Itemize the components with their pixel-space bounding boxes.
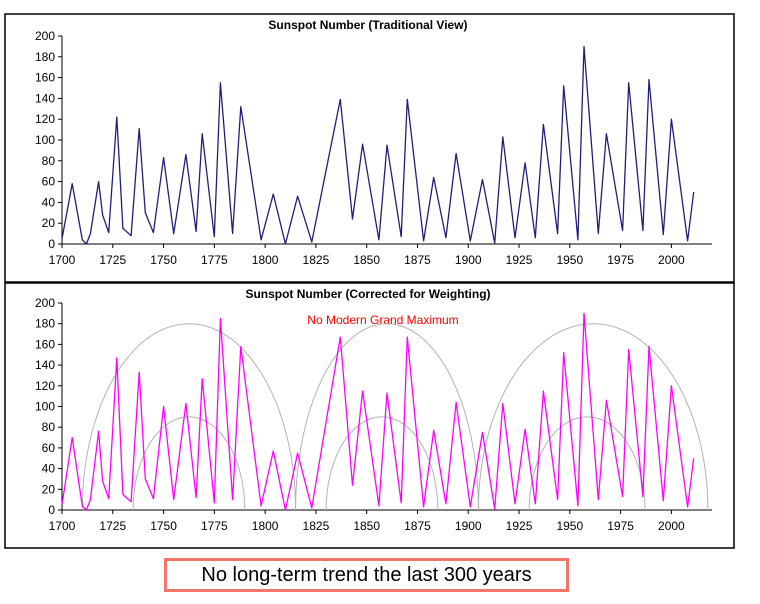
- y-tick-label: 40: [42, 462, 56, 476]
- y-tick-label: 120: [35, 112, 55, 126]
- y-tick-label: 140: [35, 358, 55, 372]
- x-tick-label: 1950: [556, 519, 583, 533]
- annotation-no-modern-grand-maximum: No Modern Grand Maximum: [307, 313, 458, 327]
- x-tick-label: 1900: [455, 253, 482, 267]
- cycle-envelope: [477, 323, 709, 511]
- x-tick-label: 1800: [252, 519, 279, 533]
- x-tick-label: 1700: [49, 519, 76, 533]
- x-tick-label: 1900: [455, 519, 482, 533]
- x-tick-label: 2000: [658, 253, 685, 267]
- axes: [58, 35, 712, 248]
- x-tick-label: 1975: [607, 519, 634, 533]
- panel-frame-top: [4, 13, 735, 283]
- x-tick-label: 1850: [353, 253, 380, 267]
- y-tick-label: 20: [42, 482, 56, 496]
- y-tick-label: 20: [42, 216, 56, 230]
- tick-labels: 0 20 40 60 80 100 120 140 160 180 200 1700 1725 1750 1…: [35, 29, 685, 267]
- chart-title: Sunspot Number (Traditional View): [268, 18, 467, 32]
- cycle-envelope: [132, 416, 246, 511]
- cycle-envelope: [325, 416, 439, 511]
- y-tick-label: 40: [42, 195, 56, 209]
- y-tick-label: 180: [35, 50, 55, 64]
- x-tick-label: 1775: [201, 253, 228, 267]
- series: [61, 312, 695, 511]
- x-tick-label: 1750: [150, 519, 177, 533]
- y-tick-label: 0: [48, 237, 55, 251]
- x-tick-label: 2000: [658, 519, 685, 533]
- x-tick-label: 1825: [303, 253, 330, 267]
- y-tick-label: 200: [35, 29, 55, 43]
- chart-title: Sunspot Number (Corrected for Weighting): [245, 287, 490, 301]
- cycle-envelope: [528, 416, 646, 511]
- x-tick-label: 1850: [353, 519, 380, 533]
- x-tick-label: 1700: [49, 253, 76, 267]
- series: [61, 45, 695, 245]
- x-tick-label: 1825: [303, 519, 330, 533]
- x-tick-label: 1975: [607, 253, 634, 267]
- y-tick-label: 100: [35, 400, 55, 414]
- y-tick-label: 60: [42, 441, 56, 455]
- y-tick-label: 160: [35, 71, 55, 85]
- x-tick-label: 1925: [506, 519, 533, 533]
- x-tick-label: 1875: [404, 253, 431, 267]
- cycle-envelope: [295, 323, 479, 511]
- axes: [58, 302, 712, 514]
- sunspot-series-line: [61, 312, 695, 511]
- panel-corrected: Sunspot Number (Corrected for Weighting)…: [35, 287, 712, 533]
- sunspot-series-line: [61, 45, 695, 245]
- x-tick-label: 1775: [201, 519, 228, 533]
- panel-traditional: Sunspot Number (Traditional View) 0 20 40 6…: [35, 18, 712, 267]
- x-tick-label: 1800: [252, 253, 279, 267]
- y-tick-label: 80: [42, 420, 56, 434]
- y-tick-label: 80: [42, 154, 56, 168]
- caption: No long-term trend the last 300 years: [201, 563, 532, 586]
- y-tick-label: 160: [35, 337, 55, 351]
- x-tick-label: 1950: [556, 253, 583, 267]
- y-tick-label: 180: [35, 317, 55, 331]
- y-tick-label: 0: [48, 503, 55, 517]
- y-tick-label: 60: [42, 175, 56, 189]
- y-tick-label: 200: [35, 296, 55, 310]
- x-tick-label: 1750: [150, 253, 177, 267]
- cycle-envelope: [81, 323, 297, 511]
- x-tick-label: 1725: [99, 253, 126, 267]
- y-tick-label: 100: [35, 133, 55, 147]
- x-tick-label: 1725: [99, 519, 126, 533]
- caption-box: No long-term trend the last 300 years: [164, 558, 569, 592]
- y-tick-label: 140: [35, 91, 55, 105]
- y-tick-label: 120: [35, 379, 55, 393]
- tick-labels: 0 20 40 60 80 100 120 140 160 180 200 1700 1725 1750 1…: [35, 296, 685, 533]
- envelopes: [81, 323, 709, 511]
- x-tick-label: 1875: [404, 519, 431, 533]
- x-tick-label: 1925: [506, 253, 533, 267]
